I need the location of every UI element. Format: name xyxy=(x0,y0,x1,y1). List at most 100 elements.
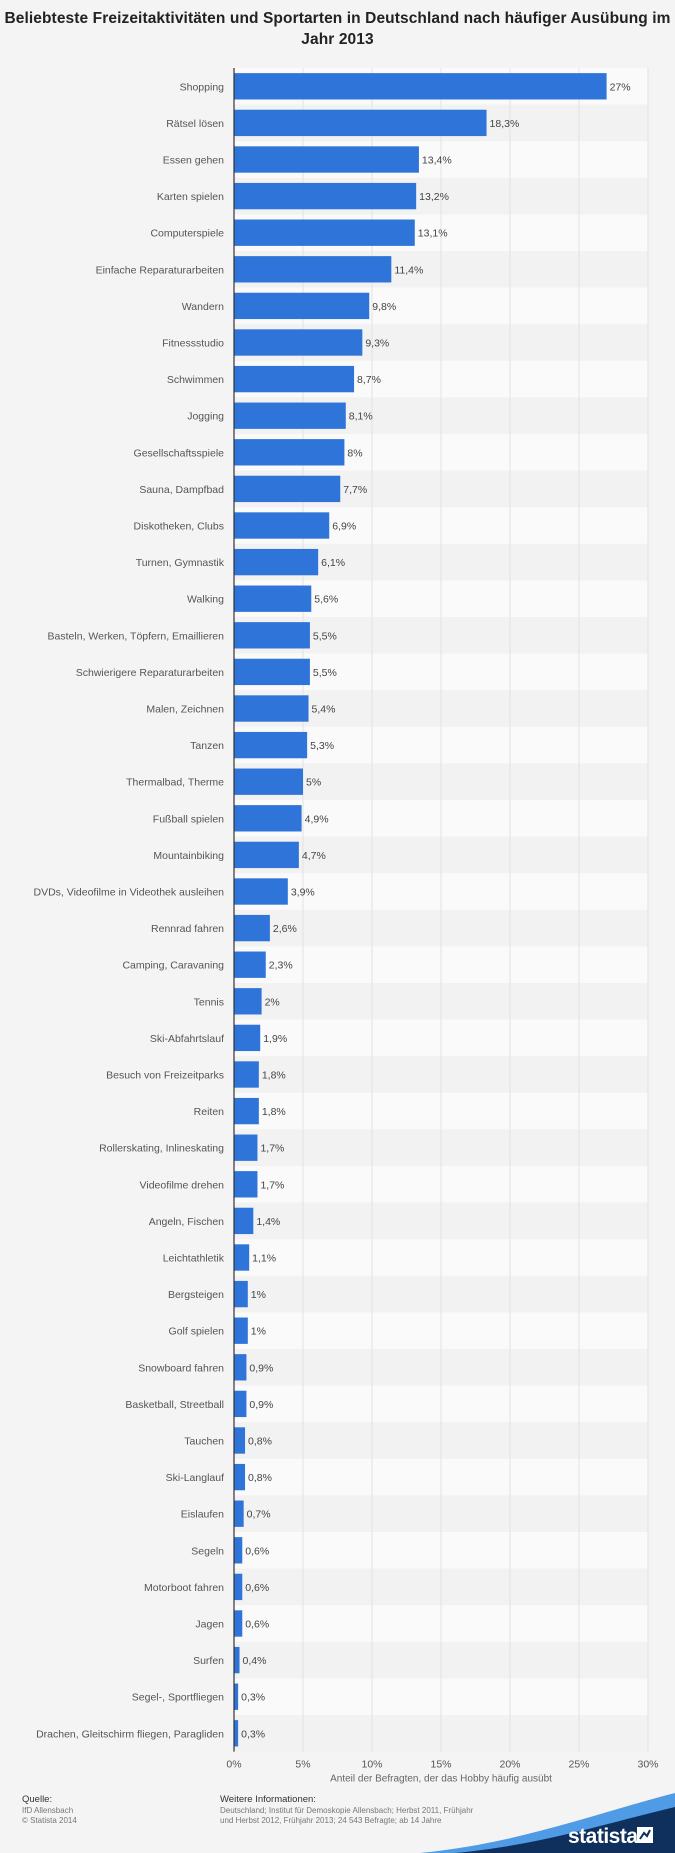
category-label: Angeln, Fischen xyxy=(149,1216,224,1228)
data-label: 0,8% xyxy=(248,1436,272,1448)
category-label: Drachen, Gleitschirm fliegen, Paragliden xyxy=(36,1728,224,1740)
bar xyxy=(234,1097,259,1125)
bar xyxy=(234,1720,239,1747)
tick-label: 30% xyxy=(637,1759,658,1771)
bar xyxy=(234,768,303,795)
bar xyxy=(234,695,309,722)
category-label: Essen gehen xyxy=(163,155,224,167)
bar xyxy=(234,1683,239,1710)
data-label: 8,1% xyxy=(349,411,373,423)
bar xyxy=(234,256,392,283)
data-label: 2% xyxy=(265,996,280,1008)
data-label: 0,9% xyxy=(249,1362,273,1374)
bar xyxy=(234,988,262,1015)
category-label: Golf spielen xyxy=(169,1326,225,1338)
category-label: Reiten xyxy=(194,1106,225,1118)
category-label: Diskotheken, Clubs xyxy=(134,521,224,533)
bar xyxy=(234,182,417,210)
data-label: 2,6% xyxy=(273,923,297,935)
footer: Quelle: IfD Allensbach © Statista 2014 W… xyxy=(0,1785,675,1853)
data-label: 8,7% xyxy=(357,374,381,386)
source-label: Quelle: xyxy=(22,1794,53,1805)
category-label: Videofilme drehen xyxy=(140,1179,225,1191)
data-label: 5% xyxy=(306,777,321,789)
data-label: 6,9% xyxy=(332,521,356,533)
bar xyxy=(234,951,266,978)
bar xyxy=(234,1537,243,1564)
brand-swoosh xyxy=(420,1793,675,1853)
category-label: Eislaufen xyxy=(181,1509,224,1521)
tick-label: 15% xyxy=(430,1759,451,1771)
bar xyxy=(234,1024,261,1052)
data-label: 0,6% xyxy=(245,1619,269,1631)
category-label: Ski-Langlauf xyxy=(166,1472,224,1484)
bar xyxy=(234,329,363,356)
data-label: 1,8% xyxy=(262,1106,286,1118)
category-label: Sauna, Dampfbad xyxy=(139,484,224,496)
data-label: 1% xyxy=(251,1289,266,1301)
bar xyxy=(234,1427,246,1454)
category-label: Snowboard fahren xyxy=(138,1362,224,1374)
statista-logo[interactable]: statista xyxy=(568,1825,638,1848)
bar xyxy=(234,292,370,320)
data-label: 0,6% xyxy=(245,1545,269,1557)
category-label: Segeln xyxy=(191,1545,224,1557)
data-label: 4,9% xyxy=(305,813,329,825)
category-label: Tauchen xyxy=(184,1436,224,1448)
data-label: 7,7% xyxy=(343,484,367,496)
bar xyxy=(234,878,288,905)
bar xyxy=(234,1061,259,1088)
chart-title: Beliebteste Freizeitaktivitäten und Spor… xyxy=(4,10,671,48)
bar xyxy=(234,1134,258,1161)
data-label: 0,6% xyxy=(245,1582,269,1594)
data-label: 1,1% xyxy=(252,1253,276,1265)
data-label: 1,4% xyxy=(256,1216,280,1228)
category-label: Shopping xyxy=(180,81,225,93)
category-label: Surfen xyxy=(193,1655,224,1667)
category-label: Walking xyxy=(187,594,224,606)
category-label: Fußball spielen xyxy=(153,813,224,825)
data-label: 3,9% xyxy=(291,887,315,899)
bar xyxy=(234,731,308,759)
source-name: IfD Allensbach xyxy=(22,1806,74,1815)
data-label: 0,3% xyxy=(241,1692,265,1704)
bar xyxy=(234,548,319,576)
data-label: 27% xyxy=(610,81,631,93)
bar xyxy=(234,1573,243,1601)
data-label: 2,3% xyxy=(269,960,293,972)
tick-label: 0% xyxy=(226,1759,241,1771)
bar xyxy=(234,1500,244,1527)
category-label: Rollerskating, Inlineskating xyxy=(99,1143,224,1155)
bar xyxy=(234,585,312,612)
category-label: Mountainbiking xyxy=(153,850,224,862)
more-info-text: Deutschland; Institut für Demoskopie All… xyxy=(220,1806,474,1825)
bar xyxy=(234,1390,247,1418)
bar xyxy=(234,1280,248,1308)
data-label: 0,3% xyxy=(241,1728,265,1740)
bar xyxy=(234,512,330,539)
data-label: 8% xyxy=(347,447,362,459)
category-label: Gesellschaftsspiele xyxy=(134,447,225,459)
tick-label: 25% xyxy=(568,1759,589,1771)
bar xyxy=(234,1646,240,1674)
data-label: 13,1% xyxy=(418,228,448,240)
bar xyxy=(234,914,270,942)
category-label: Rätsel lösen xyxy=(166,118,224,130)
tick-label: 10% xyxy=(361,1759,382,1771)
data-label: 1% xyxy=(251,1326,266,1338)
data-label: 5,3% xyxy=(310,740,334,752)
bar xyxy=(234,805,302,832)
bar xyxy=(234,1244,250,1271)
bar xyxy=(234,1207,254,1235)
category-label: Wandern xyxy=(182,301,224,313)
x-axis-title: Anteil der Befragten, der das Hobby häuf… xyxy=(330,1774,552,1785)
data-label: 18,3% xyxy=(490,118,520,130)
data-label: 0,8% xyxy=(248,1472,272,1484)
tick-label: 5% xyxy=(295,1759,310,1771)
bar xyxy=(234,73,607,100)
bar xyxy=(234,1354,247,1381)
category-label: Bergsteigen xyxy=(168,1289,224,1301)
data-label: 5,4% xyxy=(312,704,336,716)
data-label: 0,4% xyxy=(243,1655,267,1667)
bar xyxy=(234,219,415,246)
